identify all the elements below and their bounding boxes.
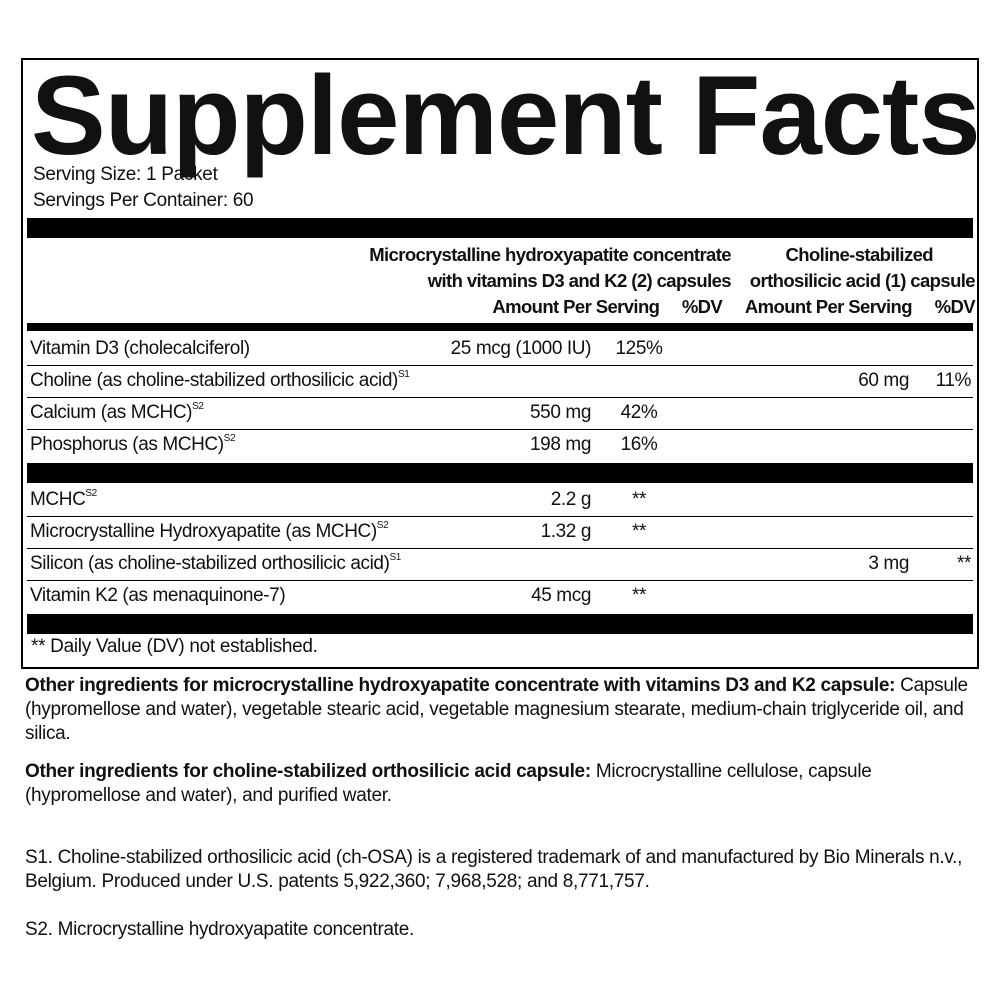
col2-title-line1: Choline-stabilized <box>785 244 934 265</box>
dv-col1: 16% <box>620 434 658 455</box>
other-ingredients-2-text: Microcrystalline cellulose, capsule (hyp… <box>25 761 872 806</box>
dv-col1: ** <box>632 585 646 606</box>
divider-thick <box>27 614 973 634</box>
nutrient-name: Vitamin K2 (as menaquinone-7) <box>30 585 286 606</box>
col1-title-line1: Microcrystalline hydroxyapatite concentr… <box>369 244 731 265</box>
col1-title-line2: with vitamins D3 and K2 (2) capsules <box>427 270 732 291</box>
nutrient-name: Microcrystalline Hydroxyapatite (as MCHC… <box>30 520 389 542</box>
amount-col1: 45 mcg <box>531 585 591 606</box>
dv-label: %DV <box>681 296 723 317</box>
nutrient-name: Calcium (as MCHC)S2 <box>30 401 204 423</box>
dv-col1: ** <box>632 489 646 510</box>
col2-header: Choline-stabilized orthosilicic acid (1)… <box>744 242 976 320</box>
dv-label: %DV <box>934 296 976 317</box>
nutrient-name: Vitamin D3 (cholecalciferol) <box>30 338 250 359</box>
amount-col1: 198 mg <box>530 434 591 455</box>
amount-col2: 3 mg <box>868 553 909 574</box>
divider-medium <box>27 323 973 331</box>
other-ingredients-2: Other ingredients for choline-stabilized… <box>25 760 975 808</box>
divider-thick <box>27 218 973 238</box>
servings-per-container: Servings Per Container: 60 <box>33 190 254 211</box>
other-ingredients-2-heading: Other ingredients for choline-stabilized… <box>25 761 591 782</box>
nutrient-name: MCHCS2 <box>30 488 97 510</box>
nutrient-name: Choline (as choline-stabilized orthosili… <box>30 369 410 391</box>
dv-col1: 125% <box>615 338 663 359</box>
nutrient-row: Choline (as choline-stabilized orthosili… <box>27 365 973 398</box>
amount-col1: 1.32 g <box>540 521 592 542</box>
dv-col1: ** <box>632 521 646 542</box>
amount-col2: 60 mg <box>858 370 909 391</box>
amount-label: Amount Per Serving <box>744 296 913 317</box>
nutrient-row: Phosphorus (as MCHC)S2 198 mg 16% <box>27 429 973 461</box>
dv-col2: ** <box>957 553 971 574</box>
col2-subheader: Amount Per Serving %DV <box>744 294 976 320</box>
amount-label: Amount Per Serving <box>492 296 660 317</box>
other-ingredients-1-text: Capsule (hypromellose and water), vegeta… <box>25 675 968 744</box>
nutrient-row: Vitamin D3 (cholecalciferol) 25 mcg (100… <box>27 333 973 366</box>
nutrient-row: MCHCS2 2.2 g ** <box>27 484 973 517</box>
footnote-s2: S2. Microcrystalline hydroxyapatite conc… <box>25 919 415 940</box>
other-ingredients-1: Other ingredients for microcrystalline h… <box>25 674 975 746</box>
dv-col2: 11% <box>935 370 972 391</box>
amount-col1: 550 mg <box>530 402 591 423</box>
amount-col1: 25 mcg (1000 IU) <box>450 338 592 359</box>
divider-thick <box>27 463 973 483</box>
dv-footnote: ** Daily Value (DV) not established. <box>31 636 318 657</box>
nutrient-row: Vitamin K2 (as menaquinone-7) 45 mcg ** <box>27 580 973 612</box>
col2-title-line2: orthosilicic acid (1) capsule <box>749 270 976 291</box>
serving-size: Serving Size: 1 Packet <box>33 164 218 185</box>
col1-subheader: Amount Per Serving %DV <box>369 294 731 320</box>
nutrient-row: Calcium (as MCHC)S2 550 mg 42% <box>27 397 973 430</box>
other-ingredients-1-heading: Other ingredients for microcrystalline h… <box>25 675 896 696</box>
dv-col1: 42% <box>620 402 658 423</box>
supplement-facts-panel: Supplement Facts Serving Size: 1 Packet … <box>21 53 981 669</box>
nutrient-row: Microcrystalline Hydroxyapatite (as MCHC… <box>27 516 973 549</box>
nutrient-name: Phosphorus (as MCHC)S2 <box>30 433 236 455</box>
nutrient-row: Silicon (as choline-stabilized orthosili… <box>27 548 973 581</box>
nutrient-name: Silicon (as choline-stabilized orthosili… <box>30 552 401 574</box>
footnote-s1: S1. Choline-stabilized orthosilicic acid… <box>25 847 963 892</box>
col1-header: Microcrystalline hydroxyapatite concentr… <box>369 242 731 320</box>
amount-col1: 2.2 g <box>550 489 592 510</box>
panel-title: Supplement Facts <box>31 53 981 178</box>
